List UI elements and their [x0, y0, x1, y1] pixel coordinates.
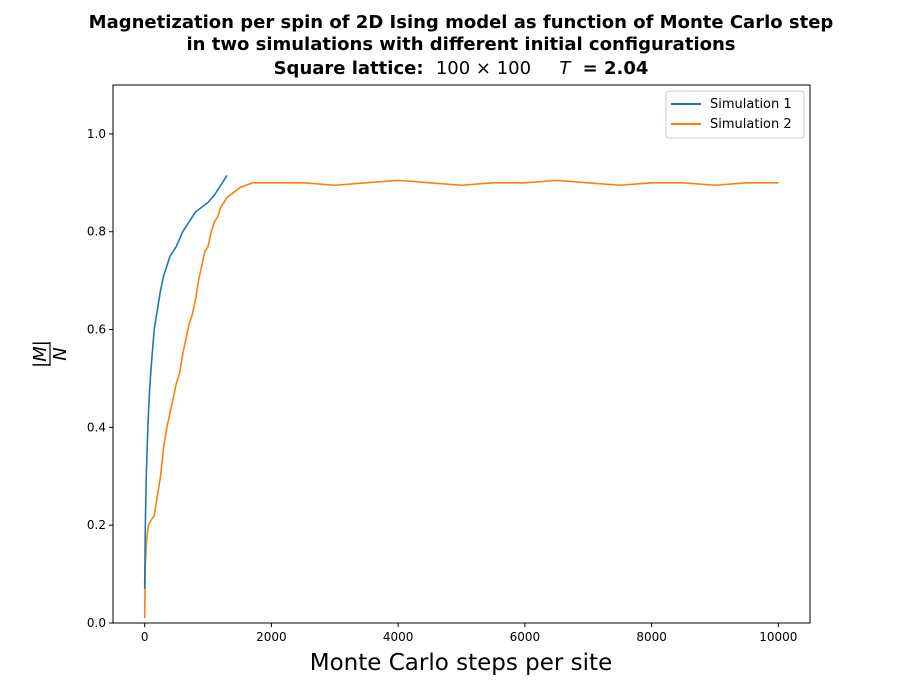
plot-frame	[112, 84, 811, 624]
title-prefix: Square lattice:	[274, 58, 424, 79]
title-lattice-size: 100 × 100	[436, 58, 531, 79]
y-axis-label-denominator: N	[50, 347, 71, 360]
legend: Simulation 1 Simulation 2	[665, 90, 805, 139]
title-temp-symbol: T	[559, 58, 572, 79]
x-tick-label: 0	[141, 630, 149, 644]
series-line-2	[143, 179, 779, 619]
x-tick-label: 2000	[256, 630, 287, 644]
y-tick-label: 0.8	[87, 225, 106, 239]
series-group	[143, 175, 779, 619]
y-axis-label: |M| N	[30, 340, 71, 368]
y-tick-label: 0.6	[87, 323, 106, 337]
legend-label-1: Simulation 1	[710, 97, 792, 112]
y-tick-label: 0.2	[87, 518, 106, 532]
x-tick-label: 8000	[636, 630, 667, 644]
title-line-3: Square lattice: 100 × 100 T = 2.04	[274, 58, 649, 79]
x-tick-label: 6000	[510, 630, 541, 644]
y-tick-label: 1.0	[87, 127, 106, 141]
legend-label-2: Simulation 2	[710, 117, 792, 132]
x-tick-label: 4000	[383, 630, 414, 644]
y-axis-label-numerator: |M|	[30, 340, 51, 368]
x-axis-ticks: 0 2000 4000 6000 8000 10000	[141, 623, 797, 644]
legend-frame	[665, 90, 805, 139]
plot-area	[112, 84, 811, 624]
x-tick-label: 10000	[759, 630, 797, 644]
series-line-1	[143, 175, 228, 589]
chart-title: Magnetization per spin of 2D Ising model…	[89, 12, 834, 79]
title-line-2: in two simulations with different initia…	[186, 34, 735, 55]
y-tick-label: 0.0	[87, 616, 106, 630]
title-temp-value: = 2.04	[583, 58, 649, 79]
title-line-1: Magnetization per spin of 2D Ising model…	[89, 12, 834, 33]
y-tick-label: 0.4	[87, 420, 106, 434]
y-axis-ticks: 0.0 0.2 0.4 0.6 0.8 1.0	[87, 127, 113, 630]
x-axis-label: Monte Carlo steps per site	[310, 650, 612, 676]
